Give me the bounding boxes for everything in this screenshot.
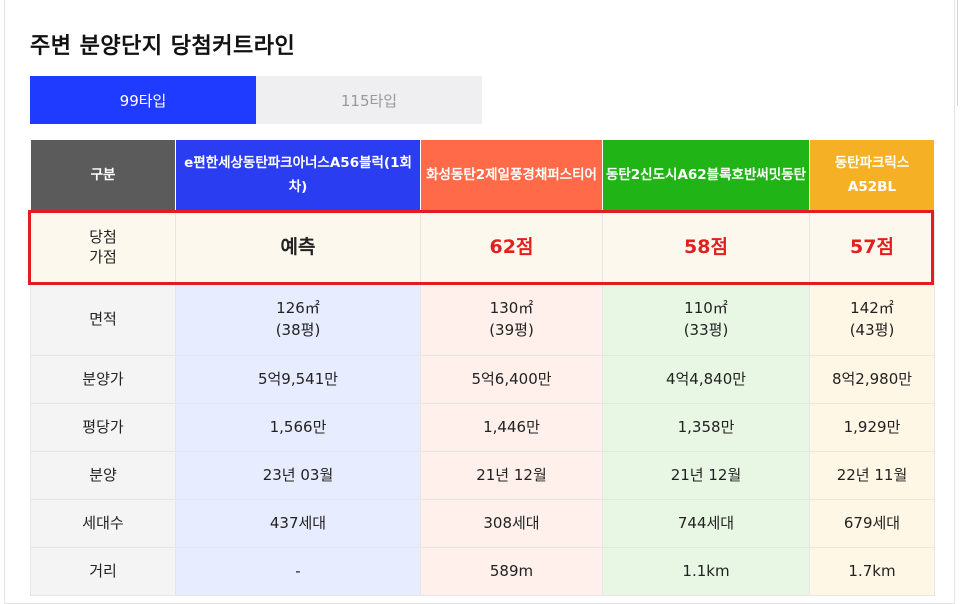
header-complex-2: 화성동탄2제일풍경채퍼스티어 <box>420 139 603 212</box>
table-cell: 437세대 <box>175 499 421 548</box>
table-cell: 308세대 <box>420 499 603 548</box>
tab-99-type[interactable]: 99타입 <box>30 76 256 124</box>
area-cell-3: 110㎡ (33평) <box>602 283 810 356</box>
area-label: 면적 <box>30 283 176 356</box>
area-pyeong: (43평) <box>849 320 895 339</box>
divider <box>957 0 958 106</box>
area-m2: 142㎡ <box>850 298 894 317</box>
content-frame <box>4 0 955 604</box>
score-label-text: 당첨 가점 <box>89 228 117 266</box>
table-cell: 22년 11월 <box>809 451 935 500</box>
table-cell: 23년 03월 <box>175 451 421 500</box>
score-cell-4: 57점 <box>809 211 935 284</box>
area-m2: 110㎡ <box>684 298 728 317</box>
area-cell-4: 142㎡ (43평) <box>809 283 935 356</box>
area-pyeong: (39평) <box>489 320 534 339</box>
row-label: 평당가 <box>30 403 176 452</box>
table-cell: 1.1km <box>602 547 810 596</box>
distance-row: 거리 - 589m 1.1km 1.7km <box>30 547 935 596</box>
row-label: 분양 <box>30 451 176 500</box>
table-cell: 679세대 <box>809 499 935 548</box>
table-cell: 5억6,400만 <box>420 355 603 404</box>
table-cell: 1,566만 <box>175 403 421 452</box>
table-cell: 1,358만 <box>602 403 810 452</box>
table-cell: 1,929만 <box>809 403 935 452</box>
header-complex-4: 동탄파크릭스A52BL <box>809 139 935 212</box>
type-tabs: 99타입 115타입 <box>30 76 482 124</box>
area-pyeong: (33평) <box>683 320 729 339</box>
table-cell: 8억2,980만 <box>809 355 935 404</box>
tab-115-type[interactable]: 115타입 <box>256 76 482 124</box>
score-cell-3: 58점 <box>602 211 810 284</box>
table-cell: 1,446만 <box>420 403 603 452</box>
households-row: 세대수 437세대 308세대 744세대 679세대 <box>30 499 935 548</box>
table-cell: 4억4,840만 <box>602 355 810 404</box>
price-row: 분양가 5억9,541만 5억6,400만 4억4,840만 8억2,980만 <box>30 355 935 404</box>
table-cell: 5억9,541만 <box>175 355 421 404</box>
table-cell: - <box>175 547 421 596</box>
area-row: 면적 126㎡ (38평) 130㎡ (39평) 110㎡ (33평) 142㎡ (43… <box>30 283 935 356</box>
header-category: 구분 <box>30 139 176 212</box>
sale-date-row: 분양 23년 03월 21년 12월 21년 12월 22년 11월 <box>30 451 935 500</box>
price-per-pyeong-row: 평당가 1,566만 1,446만 1,358만 1,929만 <box>30 403 935 452</box>
header-complex-3: 동탄2신도시A62블록호반써밋동탄 <box>602 139 810 212</box>
score-cell-2: 62점 <box>420 211 603 284</box>
table-cell: 21년 12월 <box>602 451 810 500</box>
table-cell: 744세대 <box>602 499 810 548</box>
area-cell-2: 130㎡ (39평) <box>420 283 603 356</box>
row-label: 거리 <box>30 547 176 596</box>
table-cell: 21년 12월 <box>420 451 603 500</box>
page-title: 주변 분양단지 당첨커트라인 <box>30 34 296 59</box>
header-complex-1: e편한세상동탄파크아너스A56블럭(1회차) <box>175 139 421 212</box>
row-label: 분양가 <box>30 355 176 404</box>
area-m2: 126㎡ <box>276 298 320 317</box>
cutline-table: 구분 e편한세상동탄파크아너스A56블럭(1회차) 화성동탄2제일풍경채퍼스티어… <box>30 139 935 596</box>
table-cell: 589m <box>420 547 603 596</box>
header-row: 구분 e편한세상동탄파크아너스A56블럭(1회차) 화성동탄2제일풍경채퍼스티어… <box>30 139 935 212</box>
row-label: 세대수 <box>30 499 176 548</box>
score-label: 당첨 가점 <box>30 211 176 284</box>
area-pyeong: (38평) <box>275 320 321 339</box>
score-row: 당첨 가점 예측 62점 58점 57점 <box>30 211 935 284</box>
area-cell-1: 126㎡ (38평) <box>175 283 421 356</box>
score-cell-1: 예측 <box>175 211 421 284</box>
table-cell: 1.7km <box>809 547 935 596</box>
area-m2: 130㎡ <box>489 298 534 317</box>
